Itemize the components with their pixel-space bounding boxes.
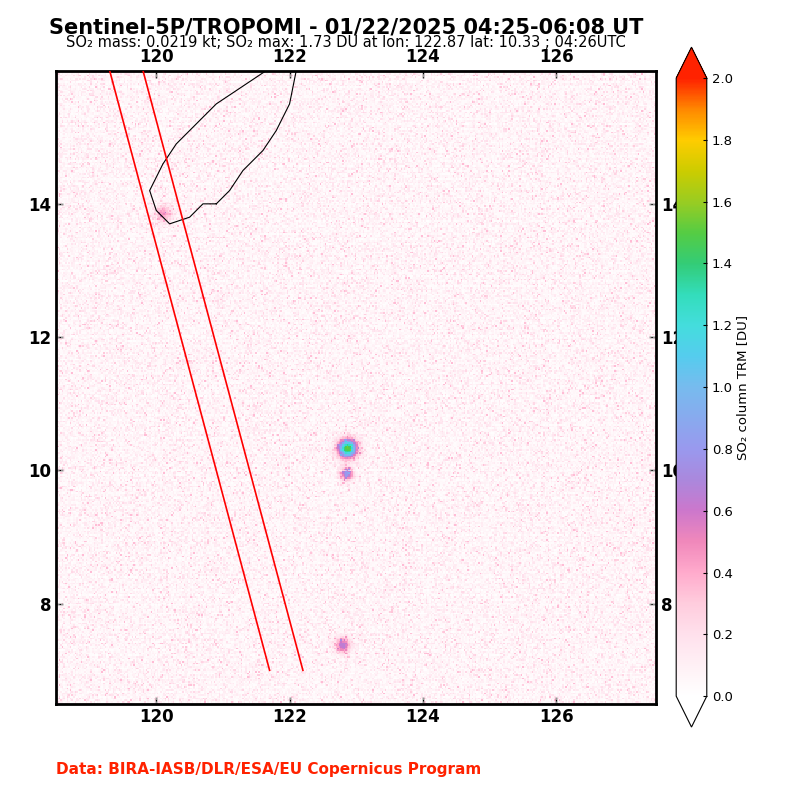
Text: Sentinel-5P/TROPOMI - 01/22/2025 04:25-06:08 UT: Sentinel-5P/TROPOMI - 01/22/2025 04:25-0… [49, 17, 643, 37]
PathPatch shape [676, 696, 707, 727]
Text: SO₂ mass: 0.0219 kt; SO₂ max: 1.73 DU at lon: 122.87 lat: 10.33 ; 04:26UTC: SO₂ mass: 0.0219 kt; SO₂ max: 1.73 DU at… [66, 35, 626, 50]
Text: Data: BIRA-IASB/DLR/ESA/EU Copernicus Program: Data: BIRA-IASB/DLR/ESA/EU Copernicus Pr… [56, 762, 481, 777]
PathPatch shape [676, 47, 707, 78]
Y-axis label: SO₂ column TRM [DU]: SO₂ column TRM [DU] [736, 314, 749, 460]
